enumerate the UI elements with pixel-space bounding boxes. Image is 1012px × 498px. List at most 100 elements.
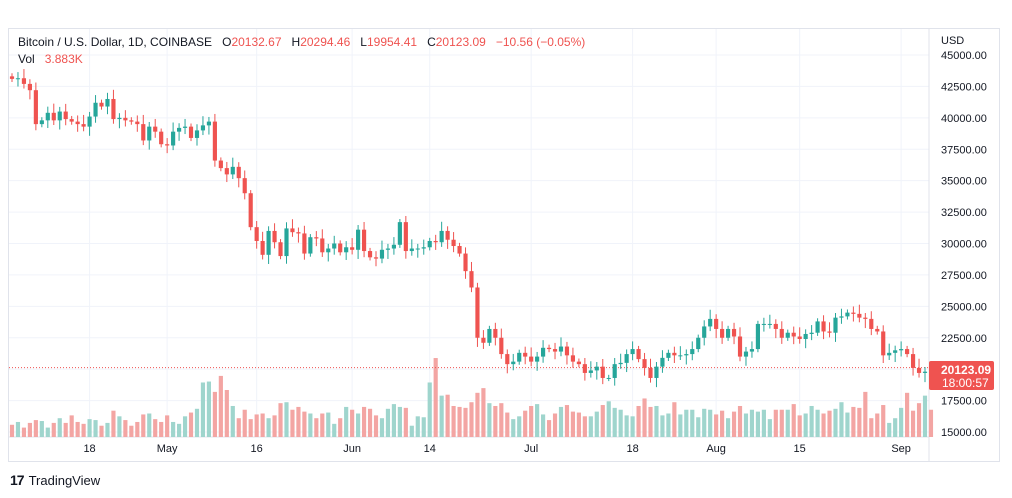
tradingview-name: TradingView (28, 472, 101, 488)
candle-body (260, 240, 265, 255)
volume-bar (755, 411, 760, 437)
volume-bar (899, 407, 904, 437)
volume-bar (212, 391, 217, 437)
candle-body (123, 117, 128, 121)
candle-body (905, 349, 910, 355)
price-tick-label: 37500.00 (941, 144, 987, 156)
volume-bar (743, 413, 749, 437)
chart-frame[interactable] (8, 28, 1000, 462)
candle-body (546, 347, 552, 350)
volume-bar (541, 414, 546, 437)
candle-body (725, 328, 731, 338)
volume-bar (517, 416, 522, 437)
volume-bar (636, 405, 641, 437)
volume-bar (81, 423, 86, 437)
volume-bar (21, 427, 27, 437)
time-axis[interactable]: 18 May 16 Jun 14 Jul 18 Aug 15 Sep (83, 443, 910, 455)
volume-bar (105, 422, 110, 437)
volume-bar (379, 418, 385, 437)
candle-body (75, 121, 80, 125)
candle-body (87, 116, 92, 127)
candle-body (636, 349, 641, 360)
volume-bar (129, 425, 134, 437)
candle-body (612, 364, 617, 378)
price-tick-label: 27500.00 (941, 270, 987, 282)
volume-bar (93, 420, 98, 437)
volume-bar (63, 422, 68, 437)
candle-body (552, 349, 558, 352)
volume-bar (224, 390, 229, 437)
candle-body (129, 120, 134, 122)
volume-bar (863, 391, 868, 437)
tradingview-logo[interactable]: 17 TradingView (10, 472, 100, 488)
price-tick-label: 35000.00 (941, 176, 987, 188)
volume-bar (75, 421, 80, 437)
candle-body (684, 354, 689, 356)
volume-bar (499, 403, 504, 437)
volume-bar (99, 425, 104, 437)
price-tick-label: 15000.00 (941, 427, 987, 439)
volume-bar (409, 425, 414, 437)
candle-body (236, 166, 241, 179)
candle-body (600, 366, 605, 378)
volume-bar (206, 381, 212, 437)
volume-bar (642, 398, 647, 437)
volume-bar (529, 405, 534, 437)
volume-bar (218, 375, 223, 437)
candle-body (731, 328, 737, 337)
candle-body (105, 98, 110, 107)
volume-bar (45, 427, 50, 437)
volume-bar (887, 422, 892, 437)
candle-body (875, 328, 880, 332)
volume-bar (433, 358, 438, 437)
candle-body (57, 111, 62, 121)
time-tick-label: 14 (424, 443, 436, 455)
candle-body (427, 240, 432, 248)
candle-body (385, 248, 391, 250)
volume-bar (606, 401, 611, 437)
candle-body (630, 349, 635, 355)
volume-bar (624, 415, 629, 437)
volume-bar (916, 403, 922, 437)
symbol-name[interactable]: Bitcoin / U.S. Dollar, 1D, COINBASE (18, 35, 213, 49)
volume-bar (749, 409, 755, 437)
volume-bar (415, 416, 420, 437)
volume-label[interactable]: Vol (18, 52, 35, 66)
volume-bar (356, 413, 361, 437)
candle-body (296, 232, 301, 234)
volume-bar (612, 407, 617, 437)
volume-bar (511, 419, 516, 437)
volume-bar (618, 409, 623, 437)
volume-bar (51, 422, 56, 437)
volume-bar (427, 382, 432, 437)
candle-body (242, 178, 247, 194)
volume-bar (171, 421, 176, 437)
volume-bar (463, 407, 468, 437)
candle-body (702, 326, 707, 338)
candle-body (421, 247, 426, 249)
volume-bar (594, 411, 599, 437)
last-price-label: 20123.09 (941, 363, 991, 377)
volume-bar (439, 395, 444, 437)
candle-body (224, 168, 229, 175)
volume-bar (39, 421, 44, 437)
price-tick-label: 17500.00 (941, 396, 987, 408)
candle-body (206, 121, 212, 126)
volume-bar (570, 411, 576, 437)
candle-body (338, 243, 343, 253)
candle-body (165, 144, 170, 146)
volume-bar (188, 412, 194, 437)
countdown-label: 18:00:57 (942, 376, 989, 390)
candle-body (141, 124, 146, 141)
candle-body (63, 111, 68, 120)
volume-bar (546, 420, 552, 437)
volume-bar (582, 416, 587, 437)
candle-body (379, 249, 385, 259)
volume-bar (875, 413, 880, 437)
candle-body (922, 371, 928, 373)
volume-bar (493, 405, 498, 437)
volume-bar (839, 402, 844, 437)
time-tick-label: Sep (891, 443, 911, 455)
candle-body (797, 336, 802, 340)
